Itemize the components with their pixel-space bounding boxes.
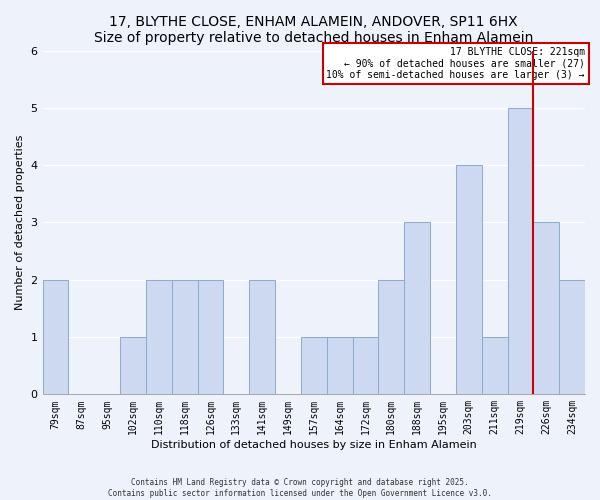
Bar — [197, 280, 223, 394]
Bar — [404, 222, 430, 394]
Bar — [120, 337, 146, 394]
Bar — [482, 337, 508, 394]
X-axis label: Distribution of detached houses by size in Enham Alamein: Distribution of detached houses by size … — [151, 440, 476, 450]
Bar — [456, 165, 482, 394]
Bar — [379, 280, 404, 394]
Bar — [326, 337, 353, 394]
Bar — [43, 280, 68, 394]
Text: 17 BLYTHE CLOSE: 221sqm
← 90% of detached houses are smaller (27)
10% of semi-de: 17 BLYTHE CLOSE: 221sqm ← 90% of detache… — [326, 47, 585, 80]
Text: Contains HM Land Registry data © Crown copyright and database right 2025.
Contai: Contains HM Land Registry data © Crown c… — [108, 478, 492, 498]
Bar — [146, 280, 172, 394]
Bar — [172, 280, 197, 394]
Bar — [533, 222, 559, 394]
Bar — [559, 280, 585, 394]
Bar — [301, 337, 326, 394]
Bar — [508, 108, 533, 395]
Bar — [249, 280, 275, 394]
Y-axis label: Number of detached properties: Number of detached properties — [15, 134, 25, 310]
Title: 17, BLYTHE CLOSE, ENHAM ALAMEIN, ANDOVER, SP11 6HX
Size of property relative to : 17, BLYTHE CLOSE, ENHAM ALAMEIN, ANDOVER… — [94, 15, 533, 45]
Bar — [353, 337, 379, 394]
